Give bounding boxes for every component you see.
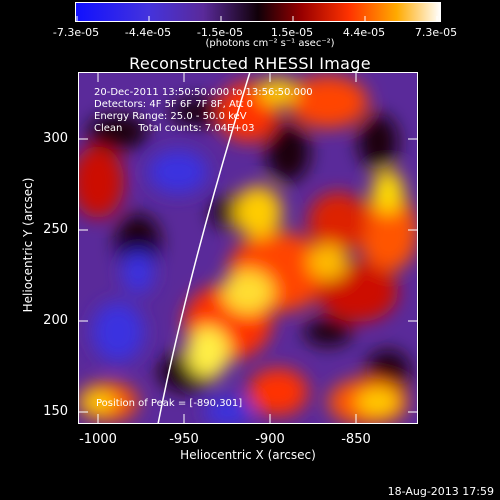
peak-position: Position of Peak = [-890,301]: [96, 398, 243, 409]
colorbar: [75, 2, 441, 22]
colorbar-tick-label: 7.3e-05: [414, 26, 458, 39]
rhessi-image: [78, 72, 418, 424]
colorbar-tick-label: -7.3e-05: [52, 26, 100, 39]
colorbar-tick-label: -1.5e-05: [196, 26, 244, 39]
info-energy-range: Energy Range: 25.0 - 50.0 keV: [94, 111, 247, 122]
y-tick-label: 250: [43, 222, 68, 237]
x-tick-label: -950: [169, 432, 199, 447]
colorbar-units: (photons cm⁻² s⁻¹ asec⁻²): [205, 38, 335, 49]
info-time-range: 20-Dec-2011 13:50:50.000 to 13:56:50.000: [94, 87, 313, 98]
colorbar-tick-label: 1.5e-05: [270, 26, 314, 39]
y-tick-label: 300: [43, 131, 68, 146]
x-axis-label: Heliocentric X (arcsec): [180, 448, 316, 462]
footer-date: 18-Aug-2013 17:59: [387, 485, 494, 498]
image-title: Reconstructed RHESSI Image: [129, 54, 371, 73]
x-tick-label: -850: [341, 432, 371, 447]
y-tick-label: 200: [43, 313, 68, 328]
colorbar-tick-label: -4.4e-05: [124, 26, 172, 39]
colorbar-tick-label: 4.4e-05: [342, 26, 386, 39]
info-clean-counts: Clean Total counts: 7.04E+03: [94, 123, 255, 134]
y-axis-label: Heliocentric Y (arcsec): [21, 177, 35, 313]
info-detectors: Detectors: 4F 5F 6F 7F 8F, Att 0: [94, 99, 254, 110]
x-tick-label: -1000: [79, 432, 117, 447]
y-tick-label: 150: [43, 404, 68, 419]
x-tick-label: -900: [255, 432, 285, 447]
